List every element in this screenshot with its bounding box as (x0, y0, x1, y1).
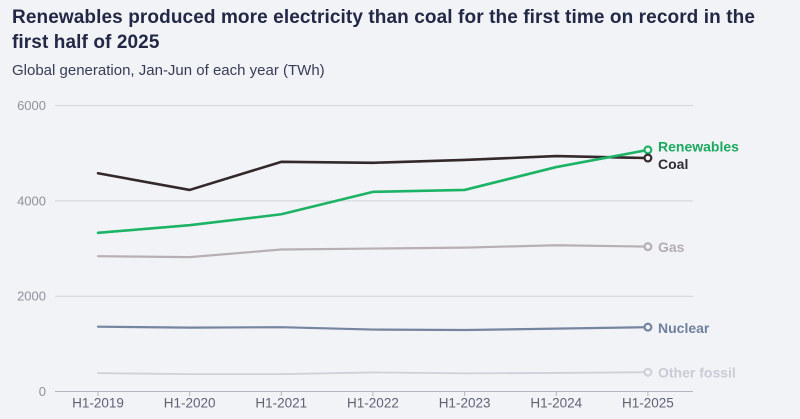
series-label-other-fossil: Other fossil (658, 365, 736, 381)
series-end-marker-gas (643, 242, 653, 252)
chart-title: Renewables produced more electricity tha… (12, 7, 756, 53)
y-axis-tick-label: 4000 (17, 193, 46, 208)
x-axis-tick-label: H1-2019 (72, 396, 124, 411)
series-end-marker-renewables (643, 145, 653, 155)
series-end-marker-other-fossil (643, 367, 653, 377)
x-axis-tick-label: H1-2020 (164, 396, 216, 411)
series-line-coal (96, 154, 650, 192)
x-axis-tick-label: H1-2021 (255, 396, 307, 411)
chart-subtitle: Global generation, Jan-Jun of each year … (12, 62, 325, 79)
x-axis-tick-label: H1-2024 (530, 396, 582, 411)
series-label-nuclear: Nuclear (658, 320, 710, 336)
series-line-renewables (96, 148, 650, 235)
series-label-gas: Gas (658, 239, 685, 255)
series-line-gas (96, 244, 650, 259)
y-axis-tick-label: 2000 (17, 289, 46, 304)
x-axis-tick-label: H1-2025 (622, 396, 674, 411)
y-axis-tick-label: 6000 (17, 98, 46, 113)
x-axis-tick-label: H1-2023 (439, 396, 491, 411)
series-label-coal: Coal (658, 156, 688, 172)
y-axis-tick-label: 0 (39, 384, 46, 399)
series-end-marker-coal (643, 153, 653, 163)
series-line-other-fossil (97, 371, 649, 376)
x-axis-tick-label: H1-2022 (347, 396, 399, 411)
series-label-renewables: Renewables (658, 138, 739, 154)
series-end-marker-nuclear (643, 322, 653, 332)
series-line-nuclear (96, 325, 650, 332)
